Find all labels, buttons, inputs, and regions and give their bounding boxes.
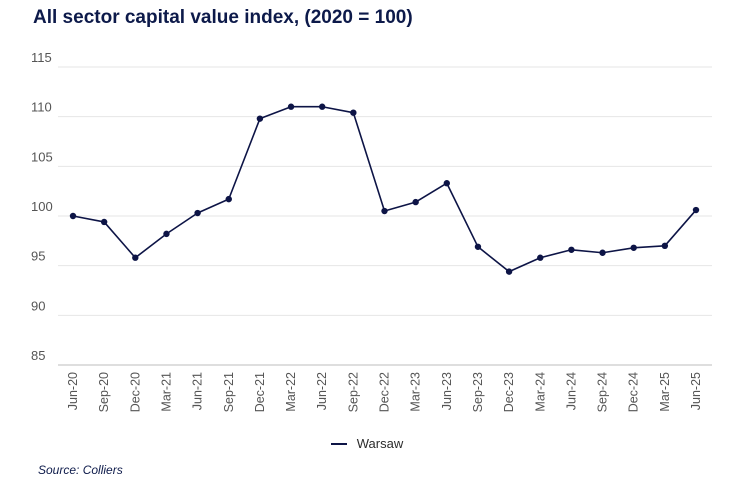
y-tick-label: 90: [31, 298, 45, 313]
data-point: [163, 230, 170, 238]
x-tick-label: Dec-24: [627, 372, 641, 412]
y-tick-label: 110: [31, 100, 52, 115]
data-point: [287, 103, 295, 110]
data-point: [225, 195, 232, 203]
x-tick-label: Sep-22: [346, 372, 360, 412]
x-tick-label: Dec-20: [128, 372, 142, 412]
x-tick-label: Sep-20: [97, 372, 111, 412]
data-point: [412, 198, 419, 206]
data-point: [537, 254, 544, 261]
chart-title: All sector capital value index, (2020 = …: [33, 7, 413, 28]
x-tick-label: Mar-22: [284, 372, 298, 412]
y-tick-label: 85: [31, 348, 45, 363]
x-tick-label: Jun-24: [564, 372, 578, 410]
data-point: [568, 246, 575, 253]
data-point: [69, 212, 77, 220]
data-point: [692, 206, 700, 214]
x-tick-label: Jun-25: [689, 372, 703, 410]
x-tick-label: Mar-25: [658, 372, 672, 412]
y-tick-label: 100: [31, 199, 53, 214]
series-line-warsaw: [72, 105, 697, 273]
y-axis: 85 90 95 100 105 110 115: [31, 50, 53, 363]
x-tick-label: Sep-24: [596, 372, 610, 412]
grid: [58, 66, 712, 366]
x-tick-label: Mar-24: [533, 372, 547, 412]
y-tick-label: 95: [31, 249, 45, 264]
y-tick-label: 115: [31, 50, 52, 65]
data-point: [474, 243, 482, 250]
data-point: [443, 180, 450, 187]
x-tick-label: Mar-21: [159, 372, 173, 412]
series-group: [69, 103, 700, 275]
data-point: [256, 115, 264, 122]
x-tick-label: Sep-23: [471, 372, 485, 412]
x-tick-label: Dec-22: [378, 372, 392, 412]
data-point: [350, 109, 357, 116]
source-note: Source: Colliers: [38, 463, 123, 477]
x-axis: Jun-20 Sep-20 Dec-20 Mar-21 Jun-21 Sep-21 Dec-…: [66, 372, 703, 412]
x-tick-label: Dec-23: [502, 372, 516, 412]
x-tick-label: Dec-21: [253, 372, 267, 412]
line-chart: 85 90 95 100 105 110 115 Jun-20 Sep-20 Dec-20 Mar…: [31, 50, 712, 412]
data-point: [100, 218, 108, 226]
data-point: [505, 268, 513, 275]
y-tick-label: 105: [31, 149, 53, 164]
x-tick-label: Jun-21: [191, 372, 205, 410]
data-point: [599, 249, 606, 256]
x-tick-label: Jun-22: [315, 372, 329, 410]
data-point: [381, 207, 388, 215]
legend: Warsaw: [0, 436, 734, 451]
x-tick-label: Sep-21: [222, 372, 236, 412]
data-point: [132, 254, 139, 261]
x-tick-label: Jun-23: [440, 372, 454, 410]
x-tick-label: Mar-23: [409, 372, 423, 412]
legend-swatch: [330, 442, 347, 445]
data-point: [661, 242, 669, 249]
data-point: [319, 103, 326, 110]
data-point: [194, 209, 201, 217]
data-point: [630, 244, 637, 251]
x-tick-label: Jun-20: [66, 372, 80, 410]
legend-label: Warsaw: [356, 436, 404, 451]
